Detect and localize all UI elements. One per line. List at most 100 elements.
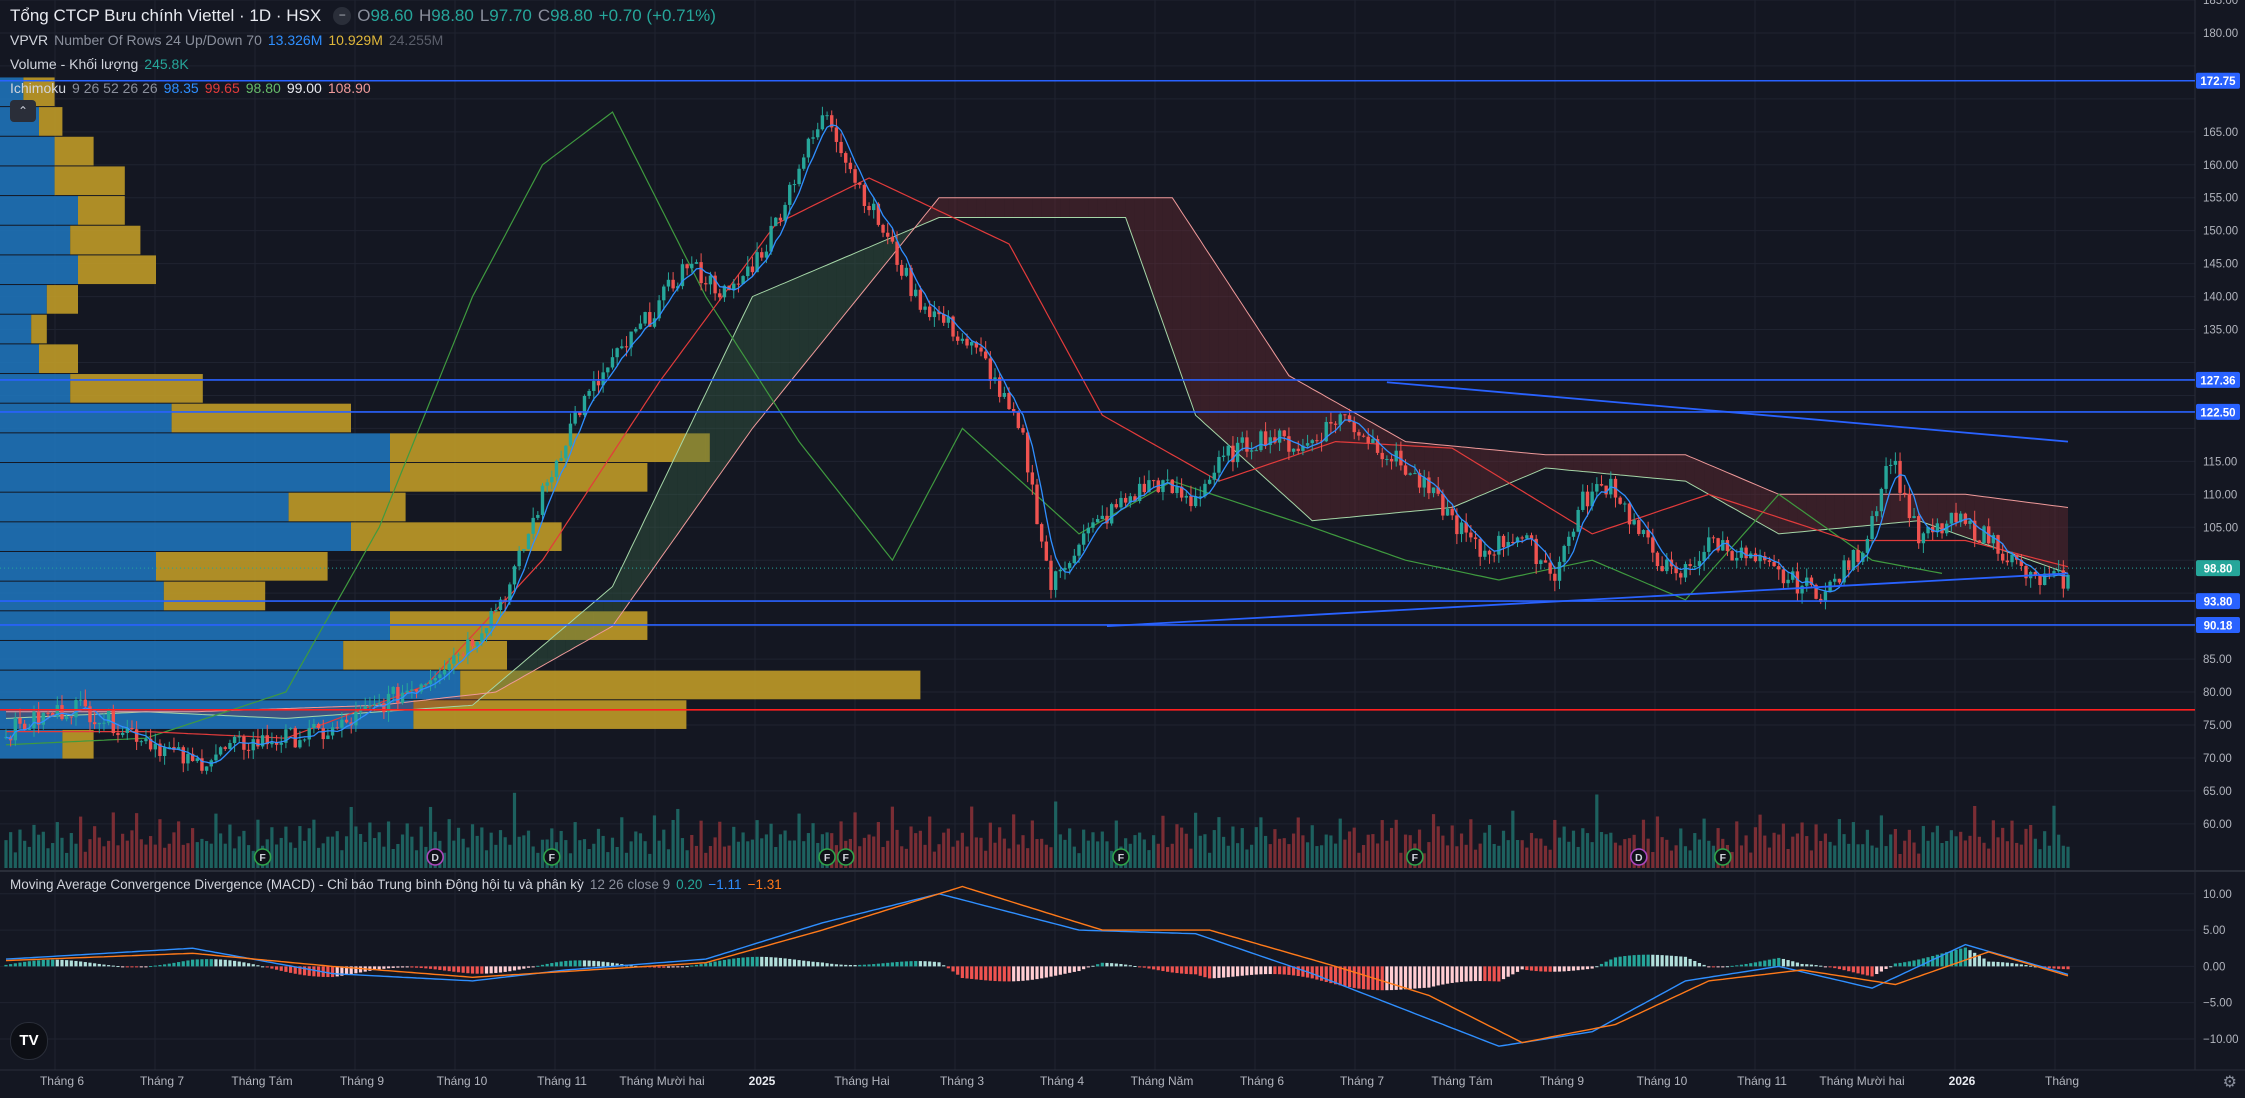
macd-histogram-bar [1851,966,1856,973]
volume-bar [326,836,330,868]
candle-body [428,680,433,685]
cloud-segment [1265,340,1275,487]
macd-histogram-bar [564,960,568,967]
macd-histogram-bar [1595,966,1599,968]
volume-bar [923,844,927,868]
cloud-segment [276,708,286,719]
candle-body [545,482,549,486]
candle-body [424,684,428,686]
cloud-segment [640,509,650,587]
volume-bar [163,847,167,868]
candle-body [279,742,283,745]
macd-histogram-bar [13,963,17,967]
gear-icon[interactable]: ⚙ [2222,1074,2237,1091]
cloud-segment [668,451,678,548]
macd-histogram-bar [260,966,265,968]
cloud-segment [1834,494,1845,529]
macd-histogram-bar [191,959,195,967]
volume-bar [232,848,237,868]
candle-body [1226,445,1230,456]
candle-body [1254,450,1258,452]
macd-pane: 10.005.000.00−5.00−10.00 [0,885,2239,1047]
macd-histogram-bar [1464,966,1468,982]
volume-bar [79,816,83,868]
event-marker [1406,848,1424,866]
macd-histogram-bar [788,958,792,967]
macd-histogram-bar [88,962,92,967]
chevron-up-icon[interactable]: ⌃ [10,100,36,122]
candle-body [1772,561,1776,567]
volume-bar [2033,838,2037,868]
volume-bar [1907,829,1911,868]
volume-bar [354,826,358,868]
cloud-segment [761,288,772,417]
candle-body [260,735,265,747]
candle-body [1422,477,1426,488]
macd-histogram-bar [2024,965,2028,967]
legend-ichimoku-row[interactable]: Ichimoku 9 26 52 26 26 98.35 99.65 98.80 99.0… [10,80,377,96]
cloud-segment [463,694,473,706]
macd-histogram-bar [1613,957,1618,967]
legend-title-row: Tổng CTCP Bưu chính Viettel · 1D · HSX − O… [10,6,716,25]
macd-histogram-bar [1156,966,1160,971]
candle-body [228,743,232,749]
low-value: 97.70 [489,6,532,25]
macd-histogram-bar [340,966,344,976]
macd-histogram-bar [1791,961,1795,967]
candle-body [1665,559,1669,572]
volume-bar [1739,845,1744,868]
candle-body [1175,486,1179,494]
macd-histogram-bar [2066,966,2070,970]
volume-bar [1996,837,2000,868]
volume-bar [181,844,185,868]
price-tick-label: 140.00 [2203,292,2238,304]
volume-bar [1170,843,1174,868]
ichimoku-params: 9 26 52 26 26 [72,80,158,96]
volume-bar [205,841,209,868]
volume-bar [1856,844,1860,868]
macd-histogram-bar [713,961,717,967]
cloud-segment [1713,466,1723,503]
macd-histogram-bar [1954,949,1958,967]
macd-histogram-bar [1380,966,1384,991]
event-marker-label: D [431,852,439,864]
minus-icon[interactable]: − [333,7,352,25]
volume-bar [582,839,587,868]
volume-bar [1772,832,1776,868]
volume-bar [1627,838,1632,868]
volume-bar [223,843,227,868]
macd-histogram-bar [228,960,232,967]
cloud-segment [1358,415,1369,517]
candle-body [97,722,102,725]
macd-histogram-bar [1333,966,1338,985]
volume-bar [1245,849,1249,868]
volume-bar [1198,835,1202,868]
volume-bar [1427,842,1431,868]
candle-body [932,311,937,318]
macd-histogram-bar [396,966,400,968]
legend-macd-row[interactable]: Moving Average Convergence Divergence (M… [10,877,788,892]
candle-body [1931,526,1935,533]
volume-bar [1819,840,1823,868]
legend-volume-row[interactable]: Volume - Khối lượng 245.8K [10,56,195,72]
legend-vpvr-row[interactable]: VPVR Number Of Rows 24 Up/Down 70 13.326M 1… [10,32,449,48]
macd-histogram-bar [774,957,778,967]
candle-body [1879,488,1884,512]
candle-body [1053,571,1058,590]
macd-histogram-bar [1231,966,1235,977]
candle-body [1506,541,1510,548]
volume-bar [881,846,885,868]
candle-body [251,739,255,751]
symbol-title[interactable]: Tổng CTCP Bưu chính Viettel · 1D · HSX [10,6,322,25]
tradingview-logo-icon[interactable]: TV [10,1022,48,1060]
macd-histogram-bar [1688,958,1692,967]
cloud-segment [1676,454,1686,482]
volume-bar [666,849,671,868]
volume-bar [1795,833,1800,868]
volume-bar [1968,835,1972,868]
macd-histogram-bar [550,963,554,967]
macd-histogram-bar [1208,966,1212,979]
macd-histogram-bar [909,961,913,967]
macd-histogram-bar [135,966,139,968]
